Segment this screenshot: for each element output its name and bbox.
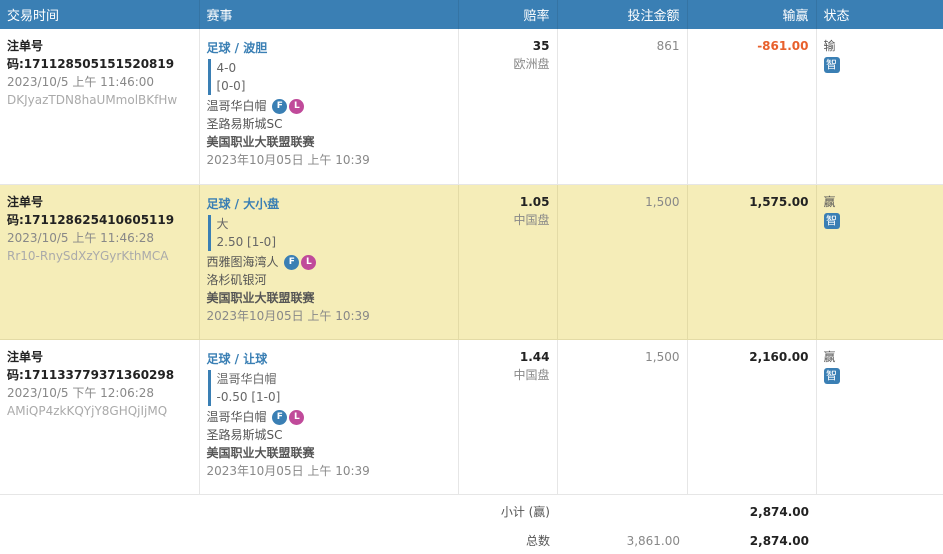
away-team: 圣路易斯城SC bbox=[206, 117, 283, 131]
header-winloss: 输赢 bbox=[687, 0, 817, 29]
smart-icon[interactable]: 智 bbox=[823, 367, 840, 384]
time-cell: 注单号码:171128505151520819 2023/10/5 上午 11:… bbox=[0, 29, 200, 185]
bet-ref: DKJyazTDN8haUMmolBKfHw bbox=[7, 93, 178, 107]
header-status: 状态 bbox=[816, 0, 943, 29]
status-cell: 赢 智 bbox=[816, 339, 943, 495]
header-odds: 赔率 bbox=[458, 0, 558, 29]
selection-line: -0.50 [1-0] bbox=[216, 389, 281, 404]
match-time: 2023年10月05日 上午 10:39 bbox=[206, 308, 370, 323]
match-time: 2023年10月05日 上午 10:39 bbox=[206, 463, 370, 478]
status-text: 输 bbox=[823, 39, 836, 53]
home-team-name: 西雅图海湾人 bbox=[206, 254, 279, 269]
smart-icon[interactable]: 智 bbox=[823, 212, 840, 229]
odds-type: 欧洲盘 bbox=[513, 57, 550, 71]
stake-cell: 1,500 bbox=[557, 184, 688, 340]
subtotal-row: 小计 (赢) 2,874.00 bbox=[0, 494, 943, 524]
odds-type: 中国盘 bbox=[513, 212, 550, 227]
l-badge-icon[interactable]: L bbox=[289, 99, 305, 114]
header-stake: 投注金额 bbox=[557, 0, 688, 29]
bet-id: 注单号码:171133779371360298 bbox=[7, 349, 175, 382]
bet-datetime: 2023/10/5 上午 11:46:28 bbox=[7, 230, 155, 245]
time-cell: 注单号码:171128625410605119 2023/10/5 上午 11:… bbox=[0, 184, 200, 340]
total-stake: 3,861.00 bbox=[626, 534, 680, 548]
stake-cell: 861 bbox=[557, 29, 688, 185]
odds-type: 中国盘 bbox=[513, 367, 550, 382]
time-cell: 注单号码:171133779371360298 2023/10/5 下午 12:… bbox=[0, 339, 200, 495]
selection-line: 2.50 [1-0] bbox=[216, 234, 277, 249]
selection: 4-0 [0-0] bbox=[207, 59, 451, 95]
status-cell: 输 智 bbox=[816, 29, 943, 185]
sport-market: 足球 / 让球 bbox=[206, 351, 268, 366]
league: 美国职业大联盟联赛 bbox=[206, 445, 315, 460]
odds-cell: 1.05 中国盘 bbox=[458, 184, 558, 340]
winloss-cell: 2,160.00 bbox=[687, 339, 817, 495]
odds-value: 1.05 bbox=[519, 194, 550, 209]
bet-ref: Rr10-RnySdXzYGyrKthMCA bbox=[7, 248, 169, 263]
smart-icon[interactable]: 智 bbox=[823, 57, 840, 73]
home-team-name: 温哥华白帽 bbox=[206, 99, 267, 113]
sport-market: 足球 / 大小盘 bbox=[206, 196, 280, 211]
away-team: 圣路易斯城SC bbox=[206, 427, 283, 442]
f-badge-icon[interactable]: F bbox=[272, 99, 288, 114]
odds-cell: 1.44 中国盘 bbox=[458, 339, 558, 495]
match-time: 2023年10月05日 上午 10:39 bbox=[206, 153, 370, 167]
f-badge-icon[interactable]: F bbox=[284, 254, 300, 270]
bet-id: 注单号码:171128505151520819 bbox=[7, 39, 175, 71]
league: 美国职业大联盟联赛 bbox=[206, 135, 315, 149]
status-cell: 赢 智 bbox=[816, 184, 943, 340]
table-row: 注单号码:171133779371360298 2023/10/5 下午 12:… bbox=[0, 339, 943, 495]
away-team: 洛杉矶银河 bbox=[206, 272, 267, 287]
selection: 温哥华白帽 -0.50 [1-0] bbox=[207, 369, 451, 406]
subtotal-winloss: 2,874.00 bbox=[749, 504, 809, 519]
bet-datetime: 2023/10/5 上午 11:46:00 bbox=[7, 75, 155, 89]
selection-pick: 4-0 bbox=[216, 61, 237, 75]
total-label: 总数 bbox=[525, 534, 550, 548]
status-text: 赢 bbox=[823, 194, 836, 209]
winloss-cell: 1,575.00 bbox=[687, 184, 817, 340]
table-row: 注单号码:171128625410605119 2023/10/5 上午 11:… bbox=[0, 184, 943, 340]
sport-market: 足球 / 波胆 bbox=[206, 41, 268, 55]
odds-value: 35 bbox=[532, 39, 550, 53]
selection-pick: 温哥华白帽 bbox=[216, 371, 277, 386]
table-header: 交易时间 赛事 赔率 投注金额 输赢 状态 bbox=[0, 0, 943, 29]
header-time: 交易时间 bbox=[0, 0, 200, 29]
odds-value: 1.44 bbox=[519, 349, 550, 364]
selection: 大 2.50 [1-0] bbox=[207, 214, 451, 251]
bet-id: 注单号码:171128625410605119 bbox=[7, 194, 175, 227]
total-winloss: 2,874.00 bbox=[749, 534, 809, 548]
stake-cell: 1,500 bbox=[557, 339, 688, 495]
selection-pick: 大 bbox=[216, 216, 229, 231]
total-row: 总数 3,861.00 2,874.00 bbox=[0, 524, 943, 554]
l-badge-icon[interactable]: L bbox=[301, 254, 317, 270]
bet-ref: AMiQP4zkKQYjY8GHQjIjMQ bbox=[7, 403, 168, 418]
winloss-cell: -861.00 bbox=[687, 29, 817, 185]
header-event: 赛事 bbox=[199, 0, 459, 29]
subtotal-label: 小计 (赢) bbox=[500, 504, 550, 519]
selection-line: [0-0] bbox=[216, 79, 246, 93]
table-row: 注单号码:171128505151520819 2023/10/5 上午 11:… bbox=[0, 29, 943, 185]
home-team-name: 温哥华白帽 bbox=[206, 409, 267, 424]
bet-datetime: 2023/10/5 下午 12:06:28 bbox=[7, 385, 155, 400]
league: 美国职业大联盟联赛 bbox=[206, 290, 315, 305]
odds-cell: 35 欧洲盘 bbox=[458, 29, 558, 185]
status-text: 赢 bbox=[823, 349, 836, 364]
f-badge-icon[interactable]: F bbox=[272, 409, 288, 425]
l-badge-icon[interactable]: L bbox=[289, 409, 305, 425]
